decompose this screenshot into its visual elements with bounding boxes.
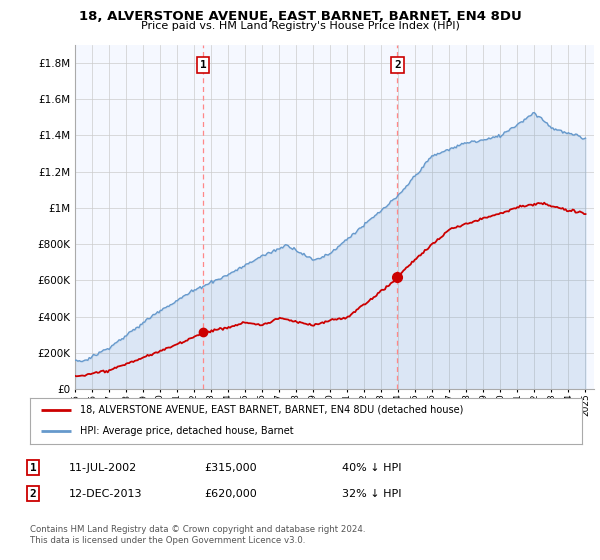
Text: 1: 1 (200, 60, 206, 70)
Text: Contains HM Land Registry data © Crown copyright and database right 2024.
This d: Contains HM Land Registry data © Crown c… (30, 525, 365, 545)
Text: 18, ALVERSTONE AVENUE, EAST BARNET, BARNET, EN4 8DU (detached house): 18, ALVERSTONE AVENUE, EAST BARNET, BARN… (80, 405, 463, 415)
Text: 32% ↓ HPI: 32% ↓ HPI (342, 489, 401, 499)
Text: HPI: Average price, detached house, Barnet: HPI: Average price, detached house, Barn… (80, 426, 293, 436)
Text: £620,000: £620,000 (204, 489, 257, 499)
Text: £315,000: £315,000 (204, 463, 257, 473)
Text: 12-DEC-2013: 12-DEC-2013 (69, 489, 143, 499)
Text: 40% ↓ HPI: 40% ↓ HPI (342, 463, 401, 473)
Text: 11-JUL-2002: 11-JUL-2002 (69, 463, 137, 473)
Text: 2: 2 (29, 489, 37, 499)
Text: 18, ALVERSTONE AVENUE, EAST BARNET, BARNET, EN4 8DU: 18, ALVERSTONE AVENUE, EAST BARNET, BARN… (79, 10, 521, 23)
Text: 2: 2 (394, 60, 401, 70)
Text: Price paid vs. HM Land Registry's House Price Index (HPI): Price paid vs. HM Land Registry's House … (140, 21, 460, 31)
Text: 1: 1 (29, 463, 37, 473)
